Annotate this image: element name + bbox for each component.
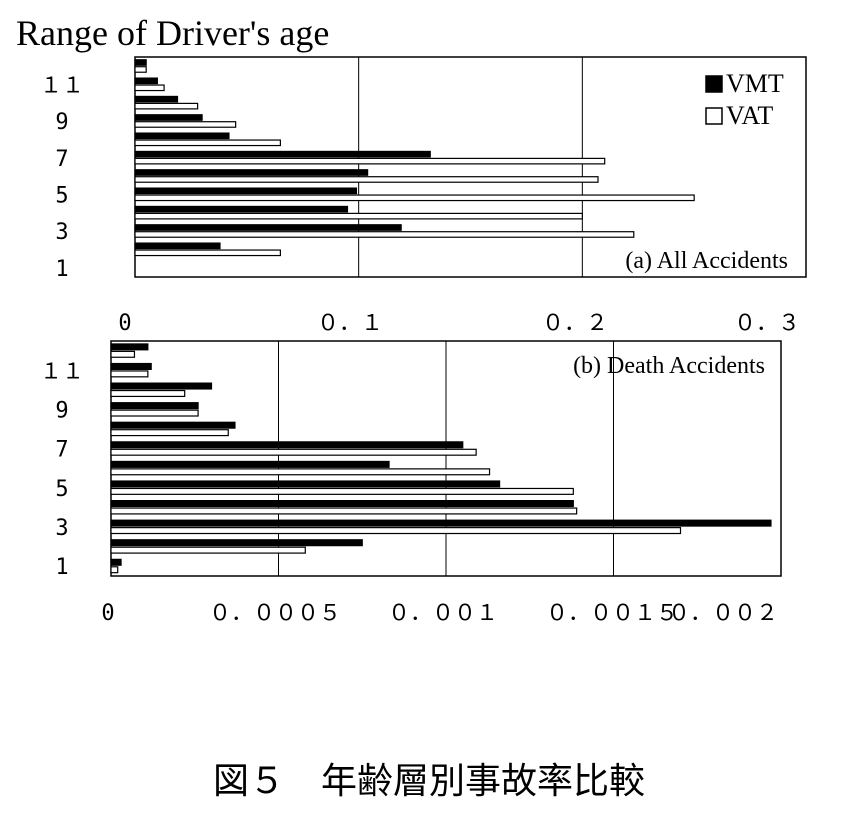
x-tick-label-b-3: ０．００１５ [546,601,678,626]
legend-label-vmt: VMT [726,69,784,98]
bar-b-vat-3 [110,527,682,535]
bar-b-vmt-7 [110,441,464,449]
x-tick-label-a-2: ０．２ [542,311,608,336]
bar-a-vmt-5 [134,187,358,195]
legend-label-vat: VAT [726,101,773,130]
bar-b-vat-6 [110,468,491,476]
bar-b-vat-5 [110,487,574,495]
bar-a-vat-2 [134,249,281,257]
y-tick-label-b-7: 7 [55,438,68,463]
bar-a-vmt-4 [134,205,349,213]
y-tick-label-a-3: 3 [55,220,68,245]
bar-a-vat-12 [134,66,147,73]
figure-caption: 図５ 年齢層別事故率比較 [212,761,645,802]
bar-a-vmt-3 [134,224,402,231]
y-tick-label-b-3: 3 [55,516,68,541]
bar-b-vmt-1 [110,558,122,566]
bar-a-vat-3 [134,231,635,238]
bar-a-vmt-9 [134,114,203,121]
bar-b-vat-9 [110,409,199,417]
bar-b-vmt-2 [110,539,363,547]
bar-a-vat-5 [134,194,695,202]
bar-a-vmt-10 [134,95,179,103]
bar-a-vat-11 [134,84,165,92]
bar-b-vat-4 [110,507,578,515]
bar-a-vat-7 [134,157,606,165]
bar-b-vmt-3 [110,519,772,527]
bar-a-vmt-12 [134,59,147,66]
bar-a-vmt-8 [134,132,230,140]
bar-a-vmt-2 [134,242,221,250]
y-tick-label-a-9: 9 [55,110,68,135]
bar-b-vat-12 [110,350,136,358]
bar-b-vmt-12 [110,343,149,351]
x-tick-label-b-0: 0 [101,601,114,626]
x-tick-label-a-1: ０．１ [317,311,383,336]
x-tick-label-a-0: 0 [118,311,131,336]
bar-b-vat-7 [110,448,477,456]
y-tick-label-b-5: 5 [55,477,68,502]
chart-all-accidents: 1 3 5 7 9 １１ 0 ０．１ ０．２ ０．３ (a) All Accidents VMT VAT [40,56,807,336]
bar-a-vat-4 [134,212,583,220]
bar-b-vat-10 [110,389,186,398]
bar-b-vat-1 [110,566,119,574]
bar-a-vat-9 [134,121,237,128]
bar-b-vmt-4 [110,500,574,508]
bar-b-vmt-11 [110,362,152,370]
bar-a-vat-6 [134,176,599,183]
bar-a-vmt-7 [134,150,431,158]
x-tick-label-a-3: ０．３ [734,311,800,336]
y-tick-label-b-9: 9 [55,399,68,424]
bar-b-vmt-6 [110,460,390,468]
legend-swatch-vmt [705,75,723,93]
bar-b-vmt-10 [110,382,213,390]
plot-frame-a [134,56,807,278]
bar-a-vat-10 [134,102,199,110]
bar-a-vmt-11 [134,77,158,85]
y-axis-title: Range of Driver's age [16,13,330,53]
bar-b-vmt-9 [110,402,199,410]
bar-a-vat-8 [134,139,281,147]
bar-b-vat-8 [110,429,229,437]
y-tick-label-b-11: １１ [40,359,84,384]
bar-a-vmt-6 [134,169,369,176]
x-tick-label-b-2: ０．００１ [388,601,498,626]
bar-b-vat-2 [110,546,306,554]
y-tick-label-a-11: １１ [40,74,84,99]
chart-annotation-b: (b) Death Accidents [573,353,765,379]
x-tick-label-b-1: ０．０００５ [209,601,341,626]
y-tick-label-a-5: 5 [55,184,68,209]
y-tick-label-b-1: 1 [55,555,68,580]
x-tick-label-b-4: ０．００２ [668,601,778,626]
bar-b-vmt-8 [110,421,236,429]
bar-b-vat-11 [110,370,149,378]
y-tick-label-a-7: 7 [55,147,68,172]
chart-annotation-a: (a) All Accidents [625,248,788,274]
legend-swatch-vat [705,107,723,125]
y-tick-label-a-1: 1 [55,257,68,282]
bar-b-vmt-5 [110,480,501,488]
